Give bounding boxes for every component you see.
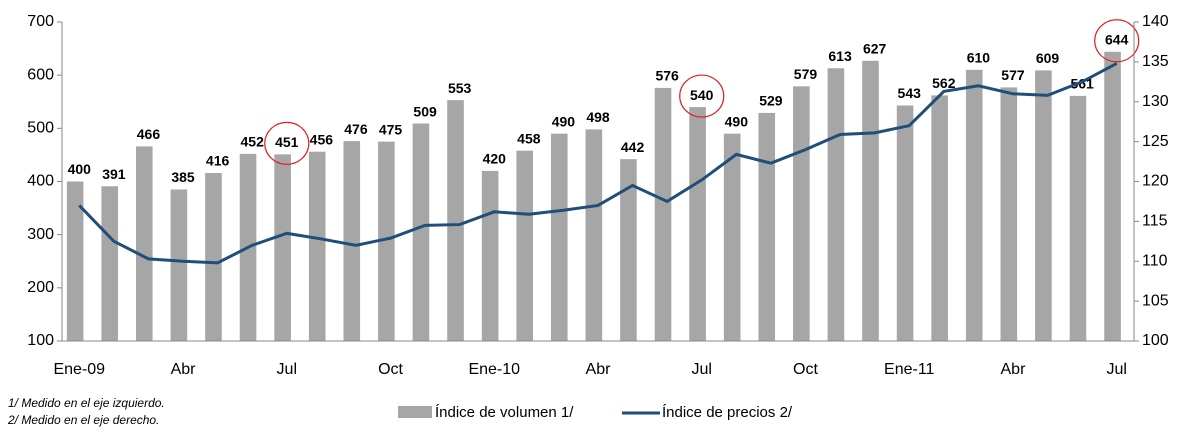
bar (136, 146, 153, 341)
value-label: 458 (517, 130, 541, 146)
x-tick-label: Ene-09 (53, 361, 105, 378)
x-tick-label: Ene-11 (884, 361, 935, 378)
highlight-circle (264, 121, 310, 165)
bar (965, 69, 983, 341)
bar (689, 107, 706, 341)
x-tick-label: Jul (692, 361, 712, 378)
value-label: 451 (275, 134, 299, 150)
y2-tick-label: 105 (1142, 292, 1169, 309)
value-label: 442 (621, 139, 645, 155)
y2-tick-label: 125 (1142, 133, 1169, 150)
value-label: 576 (655, 68, 679, 84)
value-label: 385 (171, 169, 195, 185)
highlight-circle (1094, 19, 1140, 63)
x-tick-label: Abr (1001, 361, 1027, 378)
value-label: 391 (102, 166, 126, 182)
x-tick-label: Oct (378, 361, 403, 378)
value-label: 627 (863, 41, 887, 57)
value-label: 529 (759, 93, 783, 109)
bar (274, 154, 291, 341)
bar (620, 159, 637, 341)
bar (1069, 95, 1087, 341)
bar (343, 141, 361, 341)
y2-tick-label: 100 (1142, 332, 1169, 349)
y-tick-label: 300 (27, 226, 54, 243)
legend-label: Índice de precios 2/ (662, 404, 793, 421)
bar (1104, 51, 1121, 341)
footnote: 1/ Medido en el eje izquierdo. (8, 396, 165, 410)
value-label: 610 (967, 50, 991, 66)
value-label: 577 (1001, 67, 1025, 83)
bar (585, 129, 603, 341)
y2-tick-label: 135 (1142, 53, 1169, 70)
legend-swatch (398, 406, 432, 418)
bar (827, 68, 845, 341)
bar (931, 95, 948, 342)
bar (793, 86, 810, 341)
y2-tick-label: 115 (1142, 213, 1168, 230)
y-tick-label: 100 (27, 332, 54, 349)
bar (1035, 70, 1052, 342)
value-label: 553 (448, 80, 472, 96)
y2-tick-label: 120 (1142, 173, 1169, 190)
value-label: 490 (725, 113, 749, 129)
value-label: 540 (690, 87, 714, 103)
bar (378, 141, 395, 341)
value-label: 452 (241, 134, 265, 150)
bar (205, 172, 222, 341)
bar (862, 60, 879, 341)
bar (412, 123, 430, 341)
x-tick-label: Abr (586, 361, 612, 378)
y2-tick-label: 140 (1142, 13, 1169, 30)
y2-tick-label: 110 (1142, 252, 1168, 269)
value-label: 416 (206, 153, 230, 169)
x-tick-label: Ene-10 (468, 361, 520, 378)
y-tick-label: 600 (27, 66, 54, 83)
line (78, 62, 1118, 265)
y-tick-label: 400 (27, 173, 54, 190)
value-label: 509 (413, 103, 437, 119)
bar (516, 150, 533, 341)
value-label: 498 (586, 109, 610, 125)
value-label: 613 (828, 48, 852, 64)
x-tick-label: Abr (171, 361, 197, 378)
highlight-circle (679, 74, 725, 118)
value-label: 609 (1036, 50, 1060, 66)
x-tick-label: Oct (793, 361, 818, 378)
y2-tick-label: 130 (1142, 93, 1169, 110)
value-label: 579 (794, 66, 818, 82)
value-label: 420 (483, 151, 507, 167)
bar (447, 100, 464, 341)
bar (758, 112, 776, 341)
bar (896, 105, 914, 341)
y-tick-label: 700 (27, 13, 54, 30)
bar (66, 181, 84, 341)
legend-label: Índice de volumen 1/ (435, 404, 574, 421)
value-label: 456 (310, 131, 334, 147)
value-label: 644 (1105, 31, 1129, 47)
bar (481, 170, 499, 341)
bar (550, 133, 568, 341)
value-label: 475 (379, 121, 403, 137)
footnote: 2/ Medido en el eje derecho. (7, 413, 159, 427)
x-tick-label: Jul (277, 361, 297, 378)
x-tick-label: Jul (1106, 361, 1126, 378)
bar (1000, 87, 1018, 342)
value-label: 400 (68, 161, 92, 177)
bar (723, 133, 741, 341)
value-label: 562 (932, 75, 956, 91)
y-tick-label: 200 (27, 279, 54, 296)
bar (101, 186, 119, 341)
value-label: 490 (552, 113, 576, 129)
bar (170, 189, 188, 341)
value-label: 466 (137, 126, 161, 142)
value-label: 543 (898, 85, 922, 101)
bar (308, 151, 326, 341)
y-tick-label: 500 (27, 120, 54, 137)
bar (654, 87, 672, 341)
value-label: 476 (344, 121, 368, 137)
